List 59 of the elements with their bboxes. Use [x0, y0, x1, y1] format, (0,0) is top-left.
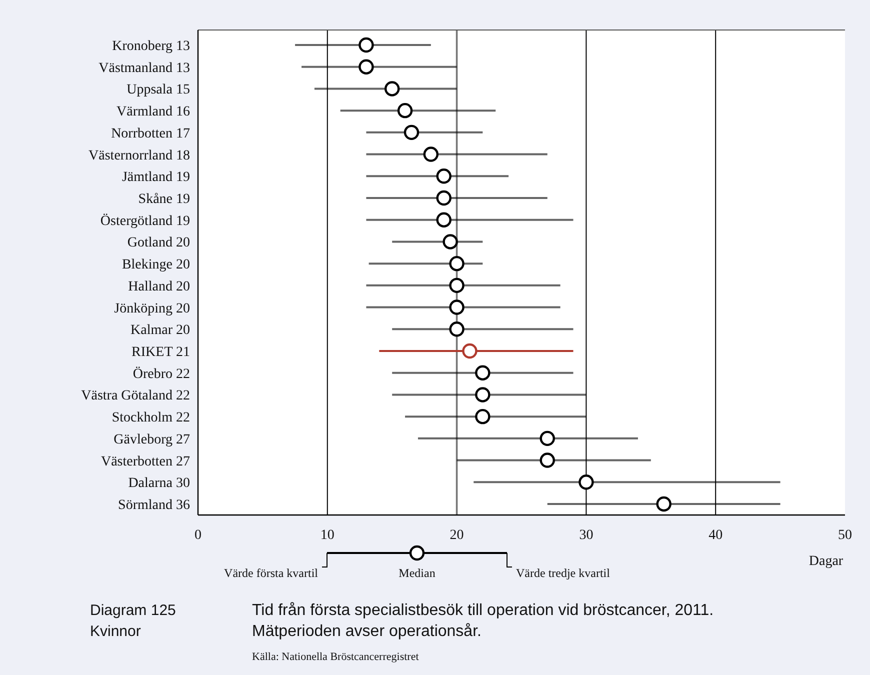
y-tick-label: Stockholm 22: [112, 410, 190, 426]
y-tick-label: Gotland 20: [127, 236, 190, 251]
text: Tid från första specialistbesök till operation vid bröstcancer, 2011.: [252, 602, 714, 619]
point: [449, 278, 464, 294]
point: [540, 452, 555, 468]
point: [475, 387, 490, 402]
point: [436, 190, 452, 206]
point: [475, 408, 490, 424]
y-tick-label: Östergötland 19: [100, 212, 190, 229]
point: [462, 343, 478, 359]
y-tick-label: Halland 20: [128, 279, 190, 294]
x-tick-label: 40: [708, 528, 723, 543]
point: [475, 365, 490, 380]
point: [384, 81, 400, 96]
point: [442, 234, 458, 250]
point: [540, 430, 555, 446]
point: [423, 146, 439, 162]
point: [656, 496, 672, 512]
x-tick-label: 0: [194, 528, 202, 543]
point: [397, 102, 413, 118]
x-tick-label: 30: [579, 528, 594, 543]
y-tick-label: Sörmland 36: [118, 498, 190, 513]
x-tick-label: 10: [320, 528, 334, 543]
point: [449, 300, 464, 315]
point: [436, 168, 452, 184]
y-tick-label: Jämtland 19: [122, 170, 190, 186]
y-tick-label: Blekinge 20: [122, 258, 190, 273]
text: Källa: Nationella Bröstcancerregistret: [252, 651, 419, 663]
y-tick-label: Uppsala 15: [126, 82, 190, 98]
y-tick-label: RIKET 21: [132, 345, 190, 360]
text: Mätperioden avser operationsår.: [252, 623, 482, 640]
y-tick-label: Kalmar 20: [130, 323, 190, 338]
text: Värde första kvartil: [224, 566, 319, 580]
y-tick-label: Örebro 22: [132, 366, 190, 382]
y-tick-label: Gävleborg 27: [114, 432, 190, 448]
text: Kvinnor: [90, 623, 141, 640]
point: [449, 256, 464, 272]
text: Median: [398, 566, 436, 580]
y-tick-label: Värmland 16: [116, 104, 190, 120]
point: [449, 322, 464, 337]
point: [358, 37, 374, 53]
x-axis-title: Dagar: [808, 554, 844, 569]
y-tick-label: Västra Götaland 22: [81, 388, 190, 404]
y-tick-label: Norrbotten 17: [111, 126, 190, 142]
point: [404, 124, 420, 140]
y-tick-label: Västerbotten 27: [100, 454, 190, 470]
y-tick-label: Västernorrland 18: [88, 148, 190, 164]
y-tick-label: Jönköping 20: [114, 301, 190, 316]
y-tick-label: Västmanland 13: [98, 60, 190, 76]
text: Diagram 125: [90, 602, 176, 619]
point: [578, 474, 594, 490]
x-tick-label: 20: [450, 528, 464, 543]
point: [436, 212, 452, 228]
x-tick-label: 50: [838, 528, 852, 543]
y-tick-label: Dalarna 30: [128, 476, 190, 492]
y-tick-label: Kronoberg 13: [112, 39, 190, 54]
y-tick-label: Skåne 19: [138, 192, 190, 207]
text: Värde tredje kvartil: [516, 566, 611, 580]
point: [358, 59, 374, 74]
